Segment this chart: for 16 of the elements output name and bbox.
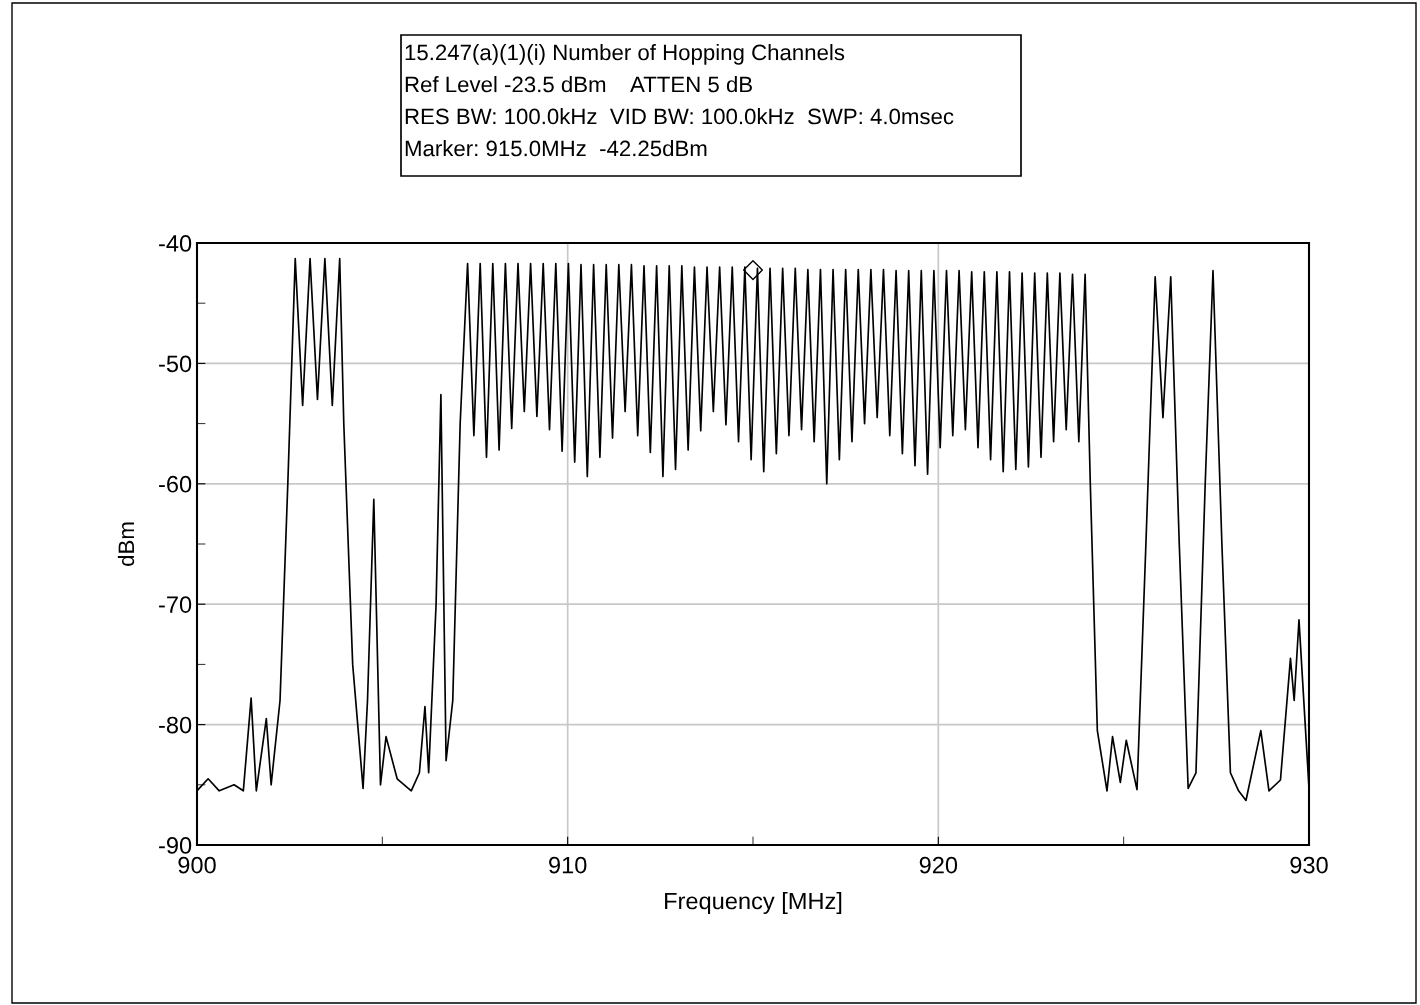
y-tick-label: -70	[159, 596, 192, 613]
y-tick-label: -90	[159, 837, 192, 854]
y-axis-title: dBm	[117, 522, 135, 566]
y-tick-label: -80	[159, 716, 192, 734]
y-tick-label: -50	[159, 355, 192, 373]
y-tick-label: -60	[159, 475, 192, 493]
text: Marker: 915.0MHz -42.25dBm	[405, 140, 707, 157]
y-tick-label: -40	[159, 235, 192, 252]
chart-title: 15.247(a)(1)(i) Number of Hopping Channels	[405, 44, 845, 65]
x-tick-label: 920	[919, 856, 958, 874]
x-tick-label: 930	[1290, 856, 1328, 874]
x-tick-label: 900	[178, 856, 216, 874]
text: RES BW: 100.0kHz VID BW: 100.0kHz SWP: 4.0msec	[405, 108, 954, 125]
x-tick-label: 910	[549, 856, 587, 874]
x-axis-title: Frequency [MHz]	[665, 892, 842, 915]
text: Ref Level -23.5 dBm ATTEN 5 dB	[405, 76, 752, 93]
